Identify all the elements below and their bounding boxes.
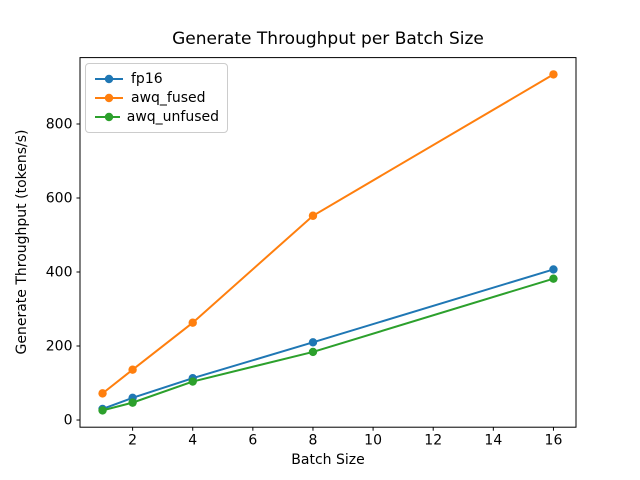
x-tick-label: 2 bbox=[128, 433, 137, 449]
series-marker-awq_unfused bbox=[549, 274, 558, 283]
y-tick-label: 200 bbox=[46, 339, 73, 355]
axes-border bbox=[79, 57, 577, 428]
legend-label-awq_fused: awq_fused bbox=[131, 89, 206, 106]
x-axis-label: Batch Size bbox=[291, 452, 365, 468]
legend-sample-marker bbox=[104, 113, 114, 122]
series-marker-awq_unfused bbox=[128, 398, 137, 407]
legend-sample-marker bbox=[104, 93, 114, 103]
series-marker-fp16 bbox=[549, 265, 558, 274]
series-marker-awq_unfused bbox=[308, 347, 318, 357]
series-marker-awq_unfused bbox=[188, 377, 197, 386]
x-tick-label: 10 bbox=[364, 433, 382, 449]
x-tick-label: 12 bbox=[424, 433, 442, 449]
x-tick-label: 6 bbox=[248, 433, 257, 449]
legend-line-sample-awq_fused bbox=[95, 93, 123, 103]
legend: fp16 awq_fused awq_unfused bbox=[85, 63, 228, 133]
chart-title: Generate Throughput per Batch Size bbox=[172, 29, 484, 49]
y-tick-label: 0 bbox=[64, 413, 73, 429]
x-tick-label: 14 bbox=[484, 433, 502, 449]
series-marker-awq_fused bbox=[308, 211, 318, 220]
legend-line-sample-fp16 bbox=[95, 74, 123, 83]
legend-entry-fp16: fp16 bbox=[94, 71, 219, 87]
series-marker-awq_fused bbox=[98, 389, 107, 398]
legend-sample-marker bbox=[104, 74, 114, 83]
x-tick-label: 16 bbox=[545, 433, 563, 449]
series-marker-awq_fused bbox=[128, 365, 137, 374]
legend-entry-awq_unfused: awq_unfused bbox=[94, 109, 219, 125]
y-tick-label: 600 bbox=[46, 190, 73, 206]
y-tick-label: 400 bbox=[46, 265, 73, 281]
legend-line-sample-awq_unfused bbox=[95, 113, 120, 122]
legend-entry-awq_fused: awq_fused bbox=[94, 90, 219, 106]
series-line-awq_unfused bbox=[101, 277, 555, 412]
legend-label-fp16: fp16 bbox=[131, 70, 163, 87]
series-marker-awq_fused bbox=[549, 70, 558, 79]
series-marker-awq_unfused bbox=[98, 406, 107, 415]
legend-label-awq_unfused: awq_unfused bbox=[126, 109, 219, 126]
x-tick-label: 4 bbox=[188, 433, 197, 449]
y-tick-label: 800 bbox=[46, 116, 73, 132]
series-marker-awq_fused bbox=[188, 318, 197, 327]
x-tick-label: 8 bbox=[309, 433, 318, 449]
series-marker-fp16 bbox=[308, 338, 318, 347]
